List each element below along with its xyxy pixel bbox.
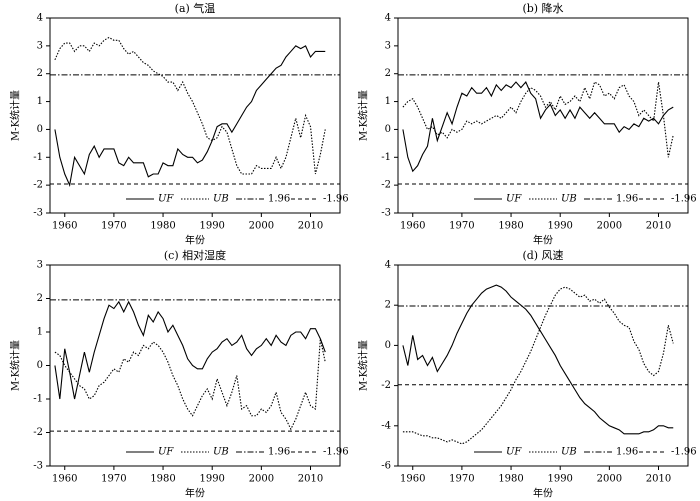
panel-title: (b) 降水 bbox=[522, 1, 563, 15]
y-tick-label: -3 bbox=[33, 208, 43, 219]
x-tick-label: 1990 bbox=[199, 221, 224, 232]
y-tick-label: 1 bbox=[385, 96, 391, 107]
legend-label: 1.96 bbox=[268, 194, 290, 205]
x-tick-label: 1960 bbox=[52, 221, 77, 232]
legend-label: -1.96 bbox=[323, 447, 349, 458]
x-axis-label: 年份 bbox=[533, 234, 553, 247]
y-tick-label: -2 bbox=[381, 180, 391, 191]
y-tick-label: -6 bbox=[381, 461, 391, 472]
legend-label: UB bbox=[213, 194, 229, 205]
y-tick-label: 4 bbox=[37, 13, 43, 24]
y-tick-label: 2 bbox=[37, 293, 43, 304]
y-tick-label: -1 bbox=[33, 394, 43, 405]
y-tick-label: 1 bbox=[37, 96, 43, 107]
x-tick-label: 2010 bbox=[298, 221, 323, 232]
legend-label: UF bbox=[506, 447, 522, 458]
y-tick-label: -1 bbox=[381, 152, 391, 163]
plot-frame bbox=[49, 17, 341, 214]
series-line bbox=[402, 286, 674, 445]
y-tick-label: -3 bbox=[33, 461, 43, 472]
series-line bbox=[402, 81, 674, 173]
x-tick-label: 2000 bbox=[249, 221, 274, 232]
y-tick-label: 0 bbox=[37, 124, 43, 135]
legend-label: UF bbox=[506, 194, 522, 205]
y-tick-label: -2 bbox=[381, 380, 391, 391]
y-tick-label: 0 bbox=[385, 340, 391, 351]
y-axis-label: M-K统计量 bbox=[9, 90, 22, 141]
series-line bbox=[402, 81, 674, 158]
y-axis-label: M-K统计量 bbox=[9, 340, 22, 391]
x-tick-label: 1980 bbox=[150, 474, 175, 485]
y-tick-label: 2 bbox=[37, 68, 43, 79]
panel-title: (a) 气温 bbox=[175, 1, 216, 15]
x-tick-label: 2010 bbox=[646, 474, 671, 485]
y-axis-label: M-K统计量 bbox=[357, 90, 370, 141]
legend-label: 1.96 bbox=[616, 194, 638, 205]
x-axis-label: 年份 bbox=[185, 487, 205, 500]
series-line bbox=[54, 45, 326, 188]
series-line bbox=[54, 300, 326, 400]
x-tick-label: 1960 bbox=[400, 474, 425, 485]
y-tick-label: -2 bbox=[33, 180, 43, 191]
x-tick-label: 1960 bbox=[400, 221, 425, 232]
legend-label: -1.96 bbox=[671, 447, 697, 458]
y-tick-label: -1 bbox=[33, 152, 43, 163]
x-tick-label: 1970 bbox=[101, 221, 126, 232]
y-tick-label: -4 bbox=[381, 420, 391, 431]
y-tick-label: 2 bbox=[385, 68, 391, 79]
legend-label: -1.96 bbox=[671, 194, 697, 205]
plot-frame bbox=[397, 17, 689, 214]
x-tick-label: 1980 bbox=[150, 221, 175, 232]
x-tick-label: 1970 bbox=[449, 474, 474, 485]
y-tick-label: 4 bbox=[385, 260, 391, 271]
x-tick-label: 1980 bbox=[498, 221, 523, 232]
x-tick-label: 2000 bbox=[597, 474, 622, 485]
x-tick-label: 1970 bbox=[449, 221, 474, 232]
legend-label: UF bbox=[158, 447, 174, 458]
x-tick-label: 2000 bbox=[249, 474, 274, 485]
legend-label: UB bbox=[561, 447, 577, 458]
series-line bbox=[54, 36, 326, 175]
plot-frame bbox=[49, 264, 341, 467]
legend-label: 1.96 bbox=[616, 447, 638, 458]
y-tick-label: -2 bbox=[33, 427, 43, 438]
y-tick-label: 3 bbox=[385, 40, 391, 51]
panel-title: (d) 风速 bbox=[522, 249, 563, 262]
legend-label: UB bbox=[561, 194, 577, 205]
y-tick-label: 3 bbox=[37, 260, 43, 271]
x-tick-label: 1980 bbox=[498, 474, 523, 485]
y-tick-label: 4 bbox=[385, 13, 391, 24]
x-tick-label: 1990 bbox=[199, 474, 224, 485]
y-tick-label: 2 bbox=[385, 300, 391, 311]
x-tick-label: 2010 bbox=[646, 221, 671, 232]
x-tick-label: 2010 bbox=[298, 474, 323, 485]
y-tick-label: 0 bbox=[37, 360, 43, 371]
x-tick-label: 1960 bbox=[52, 474, 77, 485]
plot-frame bbox=[397, 264, 689, 467]
legend-label: -1.96 bbox=[323, 194, 349, 205]
series-line bbox=[54, 338, 326, 431]
y-tick-label: 3 bbox=[37, 40, 43, 51]
x-axis-label: 年份 bbox=[533, 487, 553, 500]
series-line bbox=[402, 284, 674, 435]
y-tick-label: -3 bbox=[381, 208, 391, 219]
legend-label: UB bbox=[213, 447, 229, 458]
legend-label: 1.96 bbox=[268, 447, 290, 458]
y-tick-label: 0 bbox=[385, 124, 391, 135]
x-tick-label: 1990 bbox=[547, 474, 572, 485]
x-axis-label: 年份 bbox=[185, 234, 205, 247]
x-tick-label: 1990 bbox=[547, 221, 572, 232]
legend-label: UF bbox=[158, 194, 174, 205]
y-axis-label: M-K统计量 bbox=[357, 340, 370, 391]
x-tick-label: 1970 bbox=[101, 474, 126, 485]
x-tick-label: 2000 bbox=[597, 221, 622, 232]
y-tick-label: 1 bbox=[37, 327, 43, 338]
panel-title: (c) 相对湿度 bbox=[164, 248, 226, 262]
